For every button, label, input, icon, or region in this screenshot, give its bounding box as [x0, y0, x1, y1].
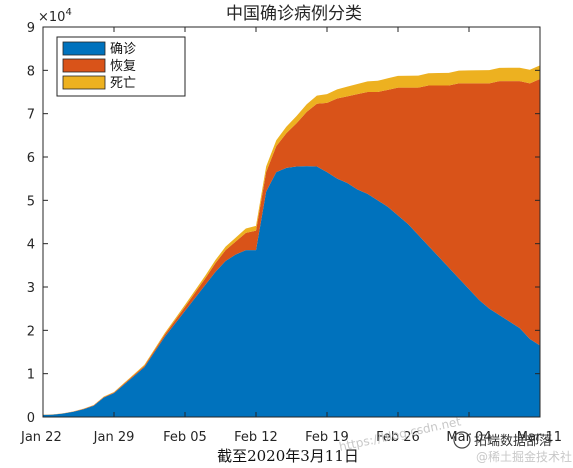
brand-watermark-name: 拓端数据部落: [474, 434, 552, 449]
area-series-1: [43, 166, 540, 417]
axes: [42, 26, 541, 418]
brand-watermark-sub: @稀土掘金技术社区: [476, 449, 573, 464]
y-tick-label: 0: [27, 411, 35, 426]
legend-label-2: 恢复: [110, 59, 136, 74]
x-tick-label: Feb 12: [234, 430, 278, 445]
chart-caption: 截至2020年3月11日: [217, 447, 359, 465]
legend-label-1: 确诊: [110, 42, 136, 57]
y-tick-label: 5: [27, 194, 35, 209]
x-tick-label: Jan 29: [93, 430, 135, 445]
y-tick-label: 2: [27, 324, 35, 339]
y-tick-label: 8: [27, 64, 35, 79]
y-tick-label: 9: [27, 21, 35, 36]
y-tick-label: 3: [27, 281, 35, 296]
legend-swatch-1: [62, 41, 106, 56]
y-tick-label: 4: [27, 238, 35, 253]
legend-label-3: 死亡: [110, 76, 136, 91]
legend-swatch-2: [62, 58, 106, 73]
stacked-areas: [43, 65, 540, 417]
x-tick-label: Jan 22: [20, 430, 62, 445]
x-tick-label: Feb 19: [305, 430, 349, 445]
y-tick-label: 7: [27, 108, 35, 123]
legend-swatch-3: [62, 75, 106, 90]
brand-watermark: 拓端数据部落 @稀土掘金技术社区: [453, 431, 573, 464]
x-tick-label: Feb 26: [376, 430, 420, 445]
axes-box: [42, 26, 541, 418]
y-tick-label: 1: [27, 368, 35, 383]
y-tick-label: 6: [27, 151, 35, 166]
x-tick-label: Mar 11: [517, 430, 562, 445]
blog-watermark: https://blog.csdn.net: [338, 414, 463, 454]
chat-bubble-icon: [453, 431, 471, 449]
x-tick-label: Feb 05: [163, 430, 207, 445]
area-series-2: [43, 79, 540, 415]
chart-title: 中国确诊病例分类: [226, 4, 362, 24]
y-axis-exponent: ×104: [38, 7, 72, 25]
y-axis-ticks: 0 1 2 3 4 5 6 7 8 9: [27, 21, 540, 426]
